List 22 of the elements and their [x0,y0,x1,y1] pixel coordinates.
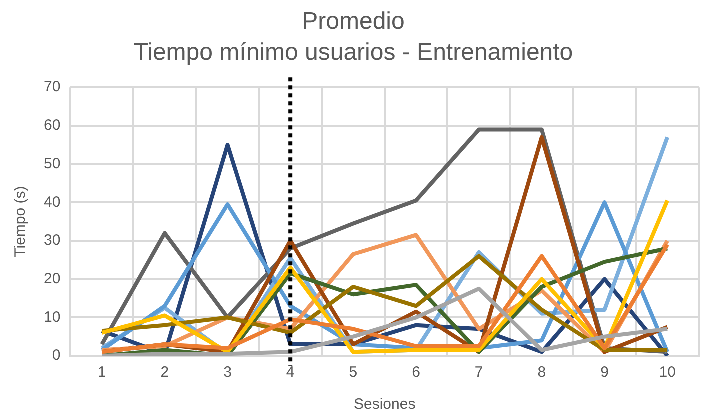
x-tick-label: 10 [659,364,676,382]
y-axis-title: Tiempo (s) [12,186,30,258]
y-tick-label: 60 [44,117,61,134]
y-tick-label: 40 [44,194,61,211]
x-axis-title: Sesiones [354,396,416,414]
x-tick-label: 3 [224,364,232,382]
y-tick-label: 50 [44,155,61,172]
x-tick-label: 2 [160,364,170,382]
chart-title: Promedio [302,8,405,36]
x-tick-label: 7 [474,364,484,382]
x-tick-label: 4 [286,364,295,382]
chart-subtitle: Tiempo mínimo usuarios - Entrenamiento [134,38,574,66]
x-tick-label: 6 [412,364,420,382]
y-tick-label: 20 [44,270,61,288]
y-tick-label: 0 [52,347,61,364]
y-tick-label: 10 [44,308,61,326]
x-tick-label: 1 [98,364,106,382]
x-tick-label: 9 [600,364,609,382]
x-tick-label: 8 [538,364,546,382]
y-tick-label: 30 [44,232,61,250]
y-tick-label: 70 [44,78,61,96]
x-tick-label: 5 [349,364,358,382]
